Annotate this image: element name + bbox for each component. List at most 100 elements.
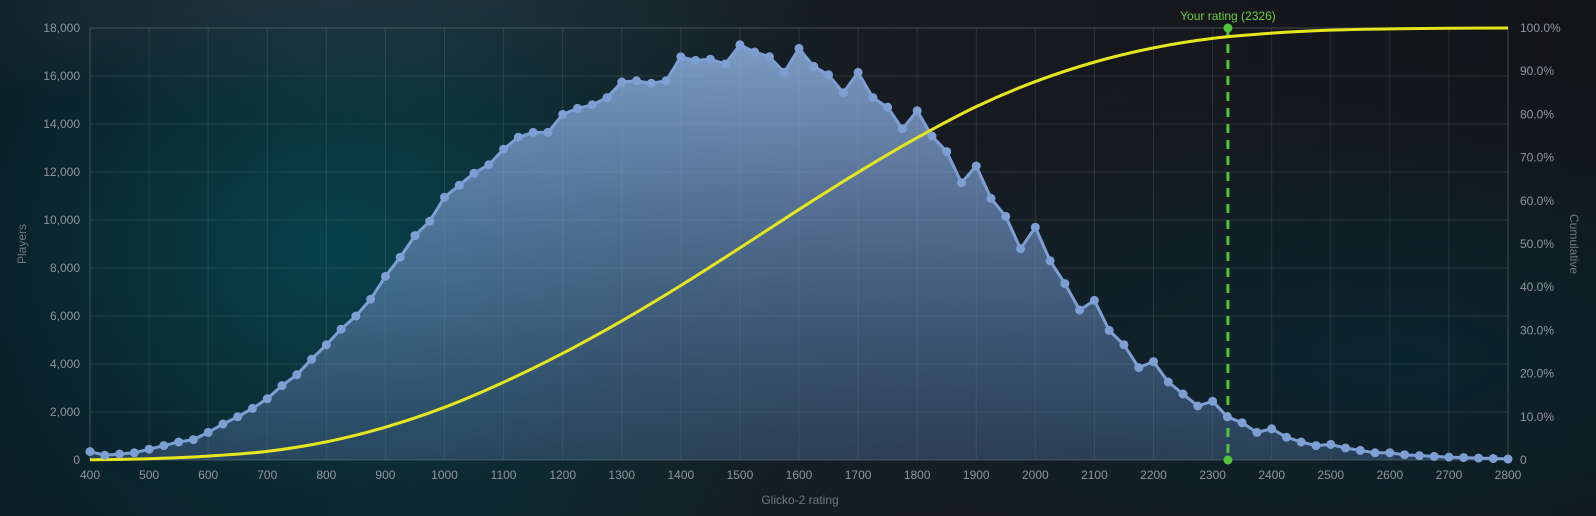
players-point[interactable] — [277, 381, 287, 391]
players-point[interactable] — [1208, 396, 1218, 406]
players-point[interactable] — [587, 100, 597, 110]
players-point[interactable] — [691, 55, 701, 65]
players-point[interactable] — [499, 144, 509, 154]
players-point[interactable] — [1193, 401, 1203, 411]
players-point[interactable] — [440, 192, 449, 202]
players-point[interactable] — [292, 370, 302, 380]
players-point[interactable] — [1385, 448, 1395, 458]
players-point[interactable] — [1429, 451, 1439, 461]
players-point[interactable] — [676, 52, 686, 62]
players-point[interactable] — [380, 271, 390, 281]
players-area-fill — [90, 44, 1508, 461]
players-point[interactable] — [1237, 418, 1247, 428]
players-point[interactable] — [927, 131, 937, 141]
players-point[interactable] — [1503, 454, 1513, 464]
players-point[interactable] — [1311, 441, 1321, 451]
players-point[interactable] — [1104, 325, 1114, 335]
players-point[interactable] — [558, 109, 568, 119]
players-point[interactable] — [1089, 295, 1099, 305]
players-point[interactable] — [484, 160, 494, 170]
players-point[interactable] — [824, 70, 834, 80]
players-point[interactable] — [1060, 279, 1070, 289]
players-point[interactable] — [971, 161, 981, 171]
players-point[interactable] — [661, 76, 671, 86]
players-point[interactable] — [705, 54, 715, 64]
players-point[interactable] — [1341, 443, 1351, 453]
players-point[interactable] — [321, 340, 331, 350]
players-point[interactable] — [764, 52, 774, 62]
players-point[interactable] — [129, 448, 139, 458]
players-point[interactable] — [1149, 357, 1158, 367]
players-point[interactable] — [100, 450, 110, 460]
players-point[interactable] — [1267, 424, 1277, 434]
players-point[interactable] — [1355, 445, 1365, 455]
players-point[interactable] — [174, 437, 184, 447]
players-point[interactable] — [1444, 452, 1454, 462]
players-point[interactable] — [454, 180, 464, 190]
players-point[interactable] — [1222, 412, 1232, 422]
players-point[interactable] — [602, 93, 612, 103]
players-point[interactable] — [794, 43, 804, 53]
players-point[interactable] — [883, 102, 893, 112]
players-point[interactable] — [720, 59, 730, 69]
players-point[interactable] — [912, 106, 922, 116]
players-point[interactable] — [218, 419, 228, 429]
players-point[interactable] — [85, 447, 95, 457]
players-point[interactable] — [410, 231, 420, 241]
players-point[interactable] — [897, 124, 907, 134]
players-point[interactable] — [395, 252, 405, 262]
players-point[interactable] — [469, 168, 479, 178]
players-point[interactable] — [1370, 448, 1380, 458]
players-point[interactable] — [646, 78, 656, 88]
players-point[interactable] — [617, 77, 627, 87]
players-point[interactable] — [203, 427, 213, 437]
players-point[interactable] — [115, 449, 125, 459]
players-point[interactable] — [528, 127, 538, 137]
players-point[interactable] — [868, 93, 878, 103]
players-point[interactable] — [1016, 244, 1026, 254]
players-point[interactable] — [1296, 437, 1306, 447]
players-point[interactable] — [838, 88, 848, 98]
players-point[interactable] — [351, 311, 361, 321]
players-point[interactable] — [233, 412, 243, 422]
players-point[interactable] — [735, 40, 745, 50]
players-point[interactable] — [1326, 439, 1336, 449]
players-point[interactable] — [942, 147, 952, 157]
players-point[interactable] — [513, 132, 523, 142]
players-point[interactable] — [632, 76, 642, 86]
players-point[interactable] — [262, 394, 272, 404]
players-point[interactable] — [1030, 222, 1040, 232]
players-point[interactable] — [1252, 427, 1262, 437]
players-point[interactable] — [543, 127, 553, 137]
players-point[interactable] — [366, 294, 376, 304]
players-point[interactable] — [1473, 453, 1483, 463]
players-point[interactable] — [1045, 256, 1055, 266]
players-point[interactable] — [336, 324, 346, 334]
players-point[interactable] — [425, 216, 435, 226]
x-tick-label: 1500 — [727, 468, 754, 482]
players-point[interactable] — [750, 47, 760, 57]
players-point[interactable] — [572, 103, 582, 113]
players-point[interactable] — [1400, 450, 1410, 460]
players-point[interactable] — [956, 178, 966, 188]
players-point[interactable] — [986, 193, 996, 203]
players-point[interactable] — [1414, 451, 1424, 461]
players-point[interactable] — [159, 441, 169, 451]
players-point[interactable] — [1119, 340, 1129, 350]
players-point[interactable] — [1488, 454, 1498, 464]
players-point[interactable] — [1178, 389, 1188, 399]
players-point[interactable] — [1163, 377, 1173, 387]
players-point[interactable] — [1001, 211, 1011, 221]
players-point[interactable] — [809, 61, 819, 71]
players-point[interactable] — [188, 435, 198, 445]
y-right-tick-label: 10.0% — [1520, 410, 1554, 424]
players-point[interactable] — [307, 354, 317, 364]
players-point[interactable] — [1134, 363, 1144, 373]
players-point[interactable] — [1281, 432, 1291, 442]
players-point[interactable] — [1459, 453, 1469, 463]
players-point[interactable] — [247, 403, 257, 413]
players-point[interactable] — [1075, 305, 1085, 315]
players-point[interactable] — [853, 67, 863, 77]
players-point[interactable] — [144, 444, 154, 454]
players-point[interactable] — [779, 67, 789, 77]
